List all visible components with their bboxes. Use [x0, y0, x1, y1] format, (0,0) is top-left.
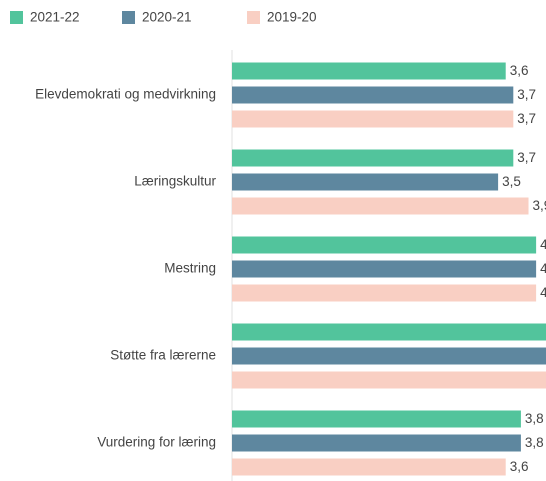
bar — [232, 347, 546, 365]
bar — [232, 284, 537, 302]
bar — [232, 458, 506, 476]
bar — [232, 173, 499, 191]
value-label: 3,8 — [525, 435, 544, 450]
category-label: Støtte fra lærerne — [110, 348, 216, 363]
value-label: 3,8 — [525, 411, 544, 426]
bar — [232, 434, 521, 452]
bar — [232, 86, 514, 104]
legend-label: 2019-20 — [267, 10, 317, 25]
category-label: Vurdering for læring — [97, 435, 216, 450]
legend-label: 2021-22 — [30, 10, 80, 25]
bar — [232, 110, 514, 128]
value-label: 3,7 — [517, 150, 536, 165]
category-label: Elevdemokrati og medvirkning — [35, 87, 216, 102]
bar — [232, 236, 537, 254]
value-label: 3,7 — [517, 111, 536, 126]
value-label: 4,0 — [540, 285, 546, 300]
legend-label: 2020-21 — [142, 10, 192, 25]
bar — [232, 149, 514, 167]
bar — [232, 260, 537, 278]
value-label: 3,6 — [510, 459, 529, 474]
legend-swatch — [247, 11, 260, 24]
bar — [232, 323, 546, 341]
bar — [232, 410, 521, 428]
category-label: Læringskultur — [134, 174, 216, 189]
bar — [232, 197, 529, 215]
bar — [232, 371, 546, 389]
value-label: 3,6 — [510, 63, 529, 78]
legend-swatch — [122, 11, 135, 24]
value-label: 3,9 — [533, 198, 546, 213]
category-label: Mestring — [164, 261, 216, 276]
legend-swatch — [10, 11, 23, 24]
value-label: 4,0 — [540, 261, 546, 276]
bar — [232, 62, 506, 80]
value-label: 4,0 — [540, 237, 546, 252]
value-label: 3,7 — [517, 87, 536, 102]
value-label: 3,5 — [502, 174, 521, 189]
